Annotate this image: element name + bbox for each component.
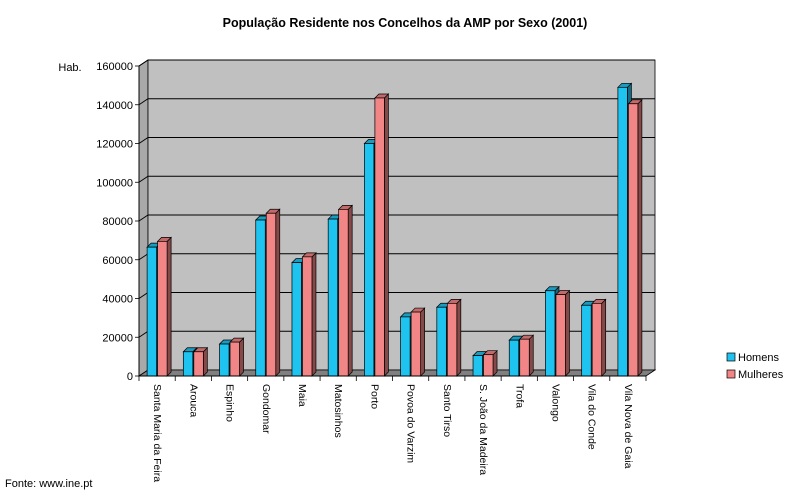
bar-mulheres [337,204,354,377]
bar-front [302,256,313,377]
gridline [138,175,655,183]
axes: 0 20000 40000 60000 80000 100000 120000 140000 1… [96,61,647,482]
bar-mulheres [518,334,535,377]
legend-label-homens: Homens [738,352,779,364]
bar-front [265,212,277,377]
bar-front [364,143,375,377]
x-tick-label: Vila do Conde [586,384,598,450]
x-tick-label: Matosinhos [332,384,344,438]
y-tick-label: 140000 [96,100,133,112]
bar-mulheres [301,251,317,377]
bar-front [591,302,603,377]
y-tick-label: 60000 [102,255,133,267]
gridline [138,59,655,67]
chart-title: População Residente nos Concelhos da AMP… [223,16,588,30]
source-note: Fonte: www.ine.pt [5,478,92,490]
bar-side [637,98,643,377]
x-tick-label: Trofa [513,384,525,408]
bar-front [555,294,566,377]
bar-front [472,355,483,377]
bar-front [545,290,556,377]
bar-side [528,334,534,377]
plot-floor [137,369,657,377]
bar-front [446,302,458,377]
x-tick-label: Gondomar [260,384,272,434]
bar-front [519,338,530,377]
bar-side [456,298,462,377]
plot-area [137,59,657,377]
bar-mulheres [410,307,426,377]
bar-mulheres [265,208,281,377]
bar-front [157,240,168,377]
bar-front [219,343,230,377]
bar-side [565,289,570,377]
bar-mulheres [374,93,390,377]
bar-mulheres [229,337,245,377]
y-tick-label: 20000 [102,332,133,344]
bar-front [255,219,266,377]
y-tick-label: 100000 [96,177,133,189]
bar-front [628,103,639,377]
bar-side [420,307,425,377]
legend-swatch-mulheres [726,369,736,379]
bar-front [508,339,520,377]
x-tick-label: Santa Maria da Feira [151,384,163,482]
bar-side [239,337,244,377]
bar-front [291,262,302,377]
y-tick-label: 40000 [102,294,133,306]
legend-swatch-homens [726,352,736,362]
y-tick-label: 120000 [96,139,133,151]
gridline [138,137,655,144]
bar-front [327,218,339,377]
gridline [138,98,655,106]
x-tick-label: Porto [368,384,380,409]
bar-front [338,209,349,377]
bar-mulheres [192,346,209,377]
legend: Homens Mulheres [726,352,784,381]
bar-side [275,208,281,377]
x-tick-label: Maia [296,384,308,407]
x-tick-label: Vila Nova de Gaia [622,384,634,469]
bar-side [601,298,607,377]
bar-front [182,351,194,377]
legend-label-mulheres: Mulheres [738,369,784,381]
gridline [138,214,655,222]
bar-front [581,304,592,377]
bar-front [436,306,447,377]
bar-side [166,236,172,377]
bar-side [311,251,317,377]
bar-mulheres [555,289,571,377]
y-tick-label: 160000 [96,61,133,73]
bar-mulheres [156,236,172,377]
bar-front [617,86,628,377]
y-axis-label: Hab. [58,62,81,74]
y-tick-label: 80000 [102,216,133,228]
x-tick-label: Espinho [224,384,236,422]
bar-mulheres [446,298,462,377]
bar-front [146,246,157,377]
x-tick-label: Valongo [549,384,561,422]
x-tick-label: Arouca [187,384,199,417]
bar-side [202,346,208,377]
bar-mulheres [627,98,643,377]
y-tick-label: 0 [127,371,133,383]
bar-mulheres [591,298,607,377]
bar-side [384,93,389,377]
bar-front [229,341,240,377]
x-tick-label: Povoa do Varzim [405,384,417,463]
bar-front [410,311,421,377]
bar-front [193,351,204,377]
bar-mulheres [482,349,498,377]
bar-side [347,204,353,377]
bars [146,82,643,377]
x-tick-label: S. João da Madeira [477,384,489,475]
bar-front [400,316,411,377]
bar-front [374,97,385,377]
x-tick-label: Santo Tirso [441,384,453,437]
bar-front [483,354,494,377]
